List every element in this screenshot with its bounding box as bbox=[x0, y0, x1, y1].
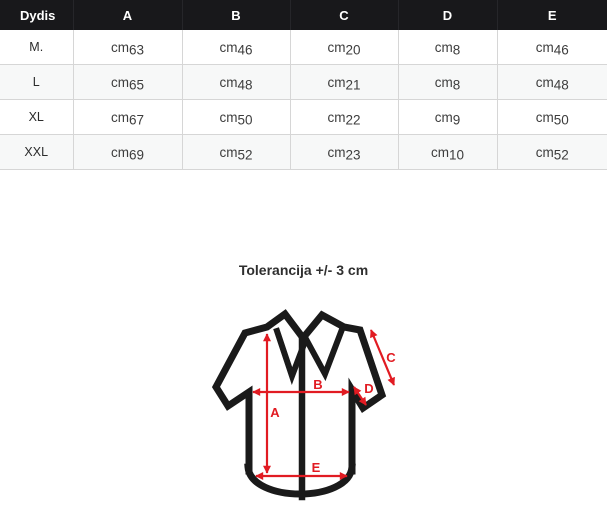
value: 23 bbox=[345, 147, 361, 162]
unit: cm bbox=[219, 144, 238, 160]
size-table: Dydis A B C D E M. cm63 cm46 cm20 cm8 cm… bbox=[0, 0, 607, 170]
value-cell: cm65 bbox=[72, 64, 182, 100]
unit: cm bbox=[219, 109, 238, 125]
header-col-b: B bbox=[181, 0, 290, 30]
unit: cm bbox=[535, 144, 554, 160]
measure-a-label: A bbox=[270, 405, 280, 420]
unit: cm bbox=[434, 74, 453, 90]
value: 65 bbox=[128, 77, 145, 92]
unit: cm bbox=[535, 39, 554, 55]
table-row-xxl: XXL cm69 cm52 cm23 cm10 cm52 bbox=[0, 134, 607, 170]
header-col-a: A bbox=[72, 0, 182, 30]
table-row-l: L cm65 cm48 cm21 cm8 cm48 bbox=[0, 64, 607, 100]
value: 63 bbox=[128, 42, 145, 57]
header-col-d: D bbox=[397, 0, 497, 30]
unit: cm bbox=[219, 74, 238, 90]
value-cell: cm23 bbox=[289, 134, 398, 170]
unit: cm bbox=[110, 144, 129, 160]
measure-e-label: E bbox=[312, 460, 321, 475]
value-cell: cm50 bbox=[181, 99, 290, 135]
header-col-e: E bbox=[496, 0, 607, 30]
unit: cm bbox=[110, 109, 129, 125]
shirt-collar bbox=[273, 327, 345, 385]
table-row-xl: XL cm67 cm50 cm22 cm9 cm50 bbox=[0, 99, 607, 135]
measure-d-label: D bbox=[364, 381, 373, 396]
value: 52 bbox=[237, 147, 253, 162]
value: 10 bbox=[448, 147, 465, 162]
unit: cm bbox=[327, 39, 346, 55]
value: 52 bbox=[553, 147, 569, 162]
value-cell: cm8 bbox=[397, 64, 497, 100]
size-table-header-row: Dydis A B C D E bbox=[0, 0, 607, 30]
value: 50 bbox=[237, 112, 253, 127]
unit: cm bbox=[219, 39, 238, 55]
unit: cm bbox=[434, 109, 453, 125]
tolerance-note: Tolerancija +/- 3 cm bbox=[238, 262, 369, 278]
unit: cm bbox=[327, 74, 346, 90]
value: 22 bbox=[345, 112, 361, 127]
value-cell: cm50 bbox=[496, 99, 607, 135]
value-cell: cm48 bbox=[496, 64, 607, 100]
unit: cm bbox=[434, 39, 453, 55]
value: 21 bbox=[345, 77, 361, 92]
value: 48 bbox=[237, 77, 253, 92]
value-cell: cm9 bbox=[397, 99, 497, 135]
size-label-l: L bbox=[0, 64, 73, 100]
value-cell: cm46 bbox=[496, 30, 607, 65]
unit: cm bbox=[110, 39, 129, 55]
value-cell: cm63 bbox=[72, 30, 182, 65]
value: 50 bbox=[553, 112, 569, 127]
value-cell: cm48 bbox=[181, 64, 290, 100]
value-cell: cm52 bbox=[181, 134, 290, 170]
table-row-m: M. cm63 cm46 cm20 cm8 cm46 bbox=[0, 30, 607, 65]
unit: cm bbox=[535, 74, 554, 90]
size-label-xxl: XXL bbox=[0, 134, 73, 170]
measure-c-arrow bbox=[369, 329, 396, 386]
value-cell: cm22 bbox=[289, 99, 398, 135]
value: 67 bbox=[128, 112, 145, 127]
value-cell: cm20 bbox=[289, 30, 398, 65]
unit: cm bbox=[327, 144, 346, 160]
unit: cm bbox=[535, 109, 554, 125]
value: 46 bbox=[553, 42, 569, 57]
value-cell: cm67 bbox=[72, 99, 182, 135]
measure-b-label: B bbox=[313, 377, 322, 392]
measure-d-arrow bbox=[353, 386, 367, 406]
header-col-c: C bbox=[289, 0, 398, 30]
value-cell: cm8 bbox=[397, 30, 497, 65]
value: 48 bbox=[553, 77, 569, 92]
value-cell: cm10 bbox=[397, 134, 497, 170]
unit: cm bbox=[327, 109, 346, 125]
value-cell: cm46 bbox=[181, 30, 290, 65]
value: 8 bbox=[452, 42, 461, 57]
unit: cm bbox=[110, 74, 129, 90]
size-label-xl: XL bbox=[0, 99, 73, 135]
value: 9 bbox=[452, 112, 461, 127]
size-label-m: M. bbox=[0, 30, 73, 65]
shirt-measurement-diagram: A B C D E bbox=[211, 309, 396, 501]
measure-c-label: C bbox=[386, 350, 396, 365]
value: 69 bbox=[128, 147, 145, 162]
header-size-column: Dydis bbox=[0, 0, 73, 30]
value: 46 bbox=[237, 42, 253, 57]
value-cell: cm52 bbox=[496, 134, 607, 170]
value-cell: cm21 bbox=[289, 64, 398, 100]
unit: cm bbox=[430, 144, 449, 160]
value: 8 bbox=[452, 77, 461, 92]
value-cell: cm69 bbox=[72, 134, 182, 170]
value: 20 bbox=[345, 42, 361, 57]
